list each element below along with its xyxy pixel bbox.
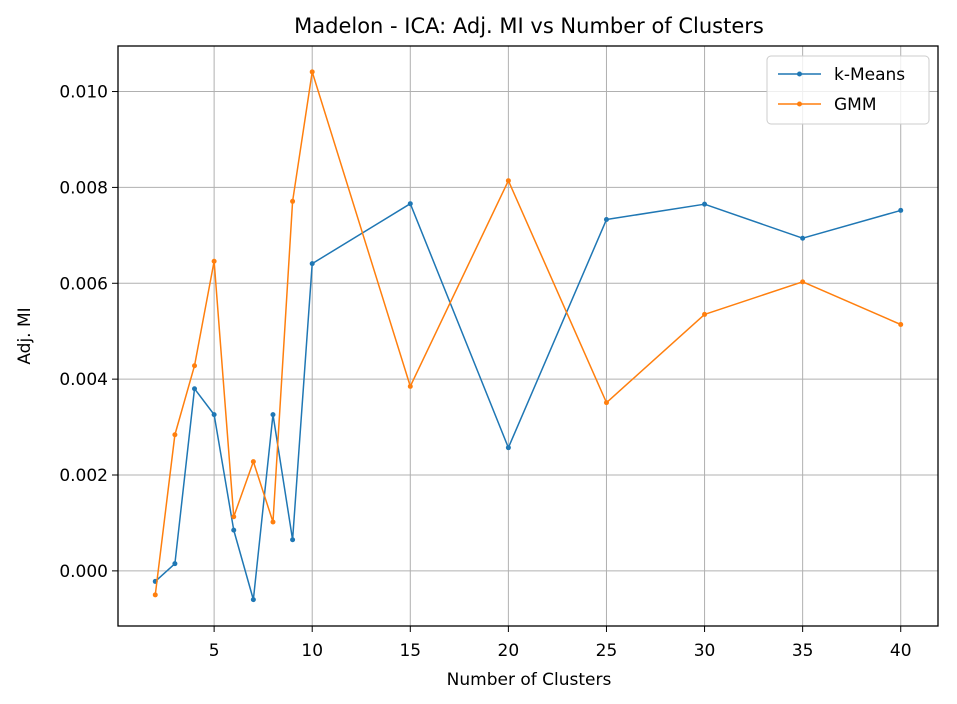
data-point-gmm (407, 383, 413, 389)
x-tick-label: 40 (890, 641, 912, 661)
legend-marker-gmm (797, 101, 802, 107)
data-point-gmm (231, 514, 237, 520)
x-tick-label: 5 (209, 641, 220, 661)
data-point-gmm (250, 459, 256, 465)
x-tick-label: 10 (301, 641, 323, 661)
data-point-k-means (603, 217, 609, 223)
data-point-gmm (309, 69, 315, 75)
legend-label-k-means: k-Means (834, 65, 905, 85)
y-axis-label: Adj. MI (15, 307, 35, 364)
data-point-gmm (192, 363, 198, 369)
y-tick-label: 0.002 (59, 466, 108, 486)
data-point-k-means (211, 412, 217, 418)
grid (118, 46, 938, 626)
chart-title: Madelon - ICA: Adj. MI vs Number of Clus… (294, 14, 764, 38)
series-layer (152, 69, 904, 603)
y-tick-label: 0.000 (59, 562, 108, 582)
y-tick-label: 0.006 (59, 274, 108, 294)
data-point-gmm (702, 311, 708, 317)
data-point-k-means (309, 261, 315, 267)
data-point-gmm (290, 198, 296, 204)
data-point-k-means (407, 201, 413, 207)
x-tick-label: 25 (596, 641, 618, 661)
data-point-gmm (172, 432, 178, 438)
x-tick-label: 30 (694, 641, 716, 661)
y-tick-label: 0.010 (59, 83, 108, 103)
data-point-k-means (290, 537, 296, 543)
legend-label-gmm: GMM (834, 95, 877, 115)
legend-marker-k-means (797, 71, 802, 77)
data-point-k-means (898, 207, 904, 213)
data-point-gmm (211, 258, 217, 264)
data-point-k-means (231, 527, 237, 533)
data-point-gmm (152, 592, 158, 598)
legend-frame (766, 55, 930, 125)
y-tick-label: 0.004 (59, 370, 108, 390)
x-axis-label: Number of Clusters (447, 670, 612, 690)
data-point-gmm (270, 519, 276, 525)
data-point-gmm (505, 178, 511, 184)
x-tick-label: 35 (792, 641, 814, 661)
legend: k-Means GMM (766, 55, 930, 125)
plot-area-frame (117, 45, 939, 627)
series-line-k-means (154, 202, 901, 601)
data-point-k-means (505, 445, 511, 451)
data-point-gmm (800, 279, 806, 285)
data-point-k-means (172, 561, 178, 567)
data-point-k-means (192, 386, 198, 392)
data-point-gmm (898, 321, 904, 327)
data-point-k-means (800, 235, 806, 241)
tick-layer: 5 10 15 20 25 30 35 40 0.000 0.002 0.004 0.006 0.008… (59, 83, 911, 661)
data-point-k-means (270, 412, 276, 418)
y-tick-label: 0.008 (59, 178, 108, 198)
x-tick-label: 15 (399, 641, 421, 661)
x-tick-label: 20 (498, 641, 520, 661)
data-point-k-means (702, 201, 708, 207)
series-line-gmm (154, 71, 902, 595)
data-point-k-means (250, 597, 256, 603)
data-point-gmm (603, 400, 609, 406)
